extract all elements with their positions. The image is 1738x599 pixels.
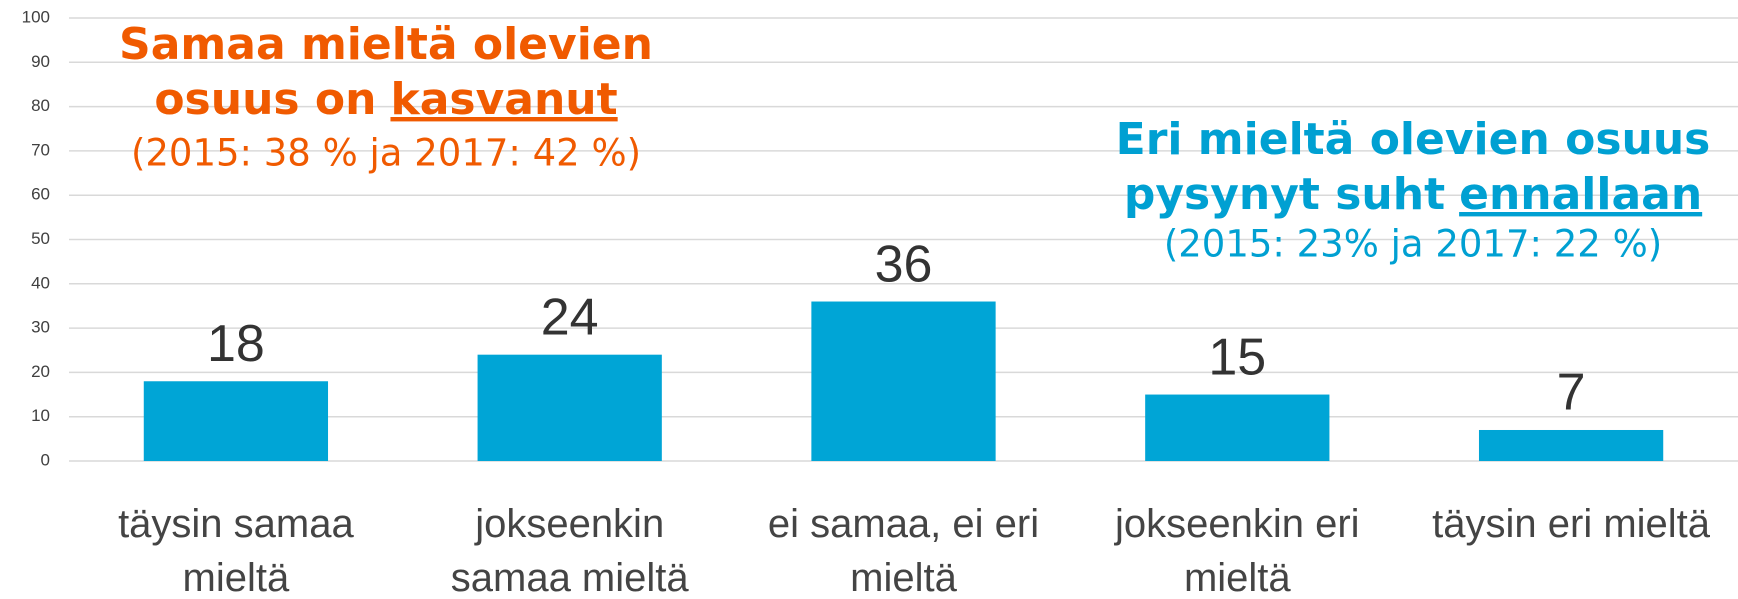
bar bbox=[477, 354, 662, 461]
value-label: 36 bbox=[875, 235, 933, 293]
y-tick-label: 20 bbox=[31, 362, 50, 381]
x-tick-label: jokseenkin samaa mieltä bbox=[451, 502, 690, 599]
y-tick-label: 30 bbox=[31, 318, 50, 337]
x-tick-label: ei samaa, ei eri mieltä bbox=[768, 502, 1039, 599]
category-line: täysin samaa bbox=[118, 502, 354, 546]
y-tick-label: 10 bbox=[31, 406, 50, 425]
bar bbox=[1478, 429, 1664, 461]
value-label: 18 bbox=[207, 315, 265, 373]
y-tick-label: 80 bbox=[31, 96, 50, 115]
bar bbox=[811, 301, 996, 461]
x-tick-label: jokseenkin eri mieltä bbox=[1114, 502, 1360, 599]
annotation-underlined: ennallaan bbox=[1459, 169, 1702, 220]
y-tick-label: 40 bbox=[31, 273, 50, 292]
category-line: samaa mieltä bbox=[451, 556, 690, 599]
category-line: mieltä bbox=[183, 556, 290, 599]
y-tick-label: 100 bbox=[22, 7, 50, 26]
category-line: jokseenkin eri bbox=[1114, 502, 1360, 546]
annotation-text: Eri mieltä olevien osuus bbox=[1116, 114, 1711, 165]
annotation-line: pysynyt suht bbox=[1124, 169, 1445, 220]
category-line: mieltä bbox=[1184, 556, 1291, 599]
category-line: täysin eri mieltä bbox=[1432, 502, 1711, 546]
category-line: ei samaa, ei eri bbox=[768, 502, 1039, 546]
annotation-underlined: kasvanut bbox=[390, 74, 617, 125]
y-tick-label: 60 bbox=[31, 185, 50, 204]
bar bbox=[1145, 394, 1330, 461]
annotation-text: osuus on kasvanut bbox=[154, 74, 617, 125]
annotation-note: (2015: 23% ja 2017: 22 %) bbox=[1164, 223, 1662, 266]
annotation-note: (2015: 38 % ja 2017: 42 %) bbox=[131, 132, 641, 175]
x-tick-label: täysin samaa mieltä bbox=[118, 502, 354, 599]
annotation-text: pysynyt suht ennallaan bbox=[1124, 169, 1702, 220]
bar bbox=[143, 381, 329, 461]
annotation-line: osuus on bbox=[154, 74, 376, 125]
x-tick-label: täysin eri mieltä bbox=[1432, 502, 1711, 546]
y-tick-label: 90 bbox=[31, 52, 50, 71]
category-line: jokseenkin bbox=[474, 502, 664, 546]
value-label: 7 bbox=[1557, 364, 1586, 422]
y-tick-label: 70 bbox=[31, 140, 50, 159]
annotation-line: Samaa mieltä olevien bbox=[119, 19, 653, 70]
y-tick-label: 0 bbox=[41, 450, 50, 469]
annotation-line: Eri mieltä olevien osuus bbox=[1116, 114, 1711, 165]
y-tick-label: 50 bbox=[31, 229, 50, 248]
annotation-text: Samaa mieltä olevien bbox=[119, 19, 653, 70]
category-line: mieltä bbox=[850, 556, 957, 599]
value-label: 15 bbox=[1208, 328, 1266, 386]
value-label: 24 bbox=[541, 288, 599, 346]
